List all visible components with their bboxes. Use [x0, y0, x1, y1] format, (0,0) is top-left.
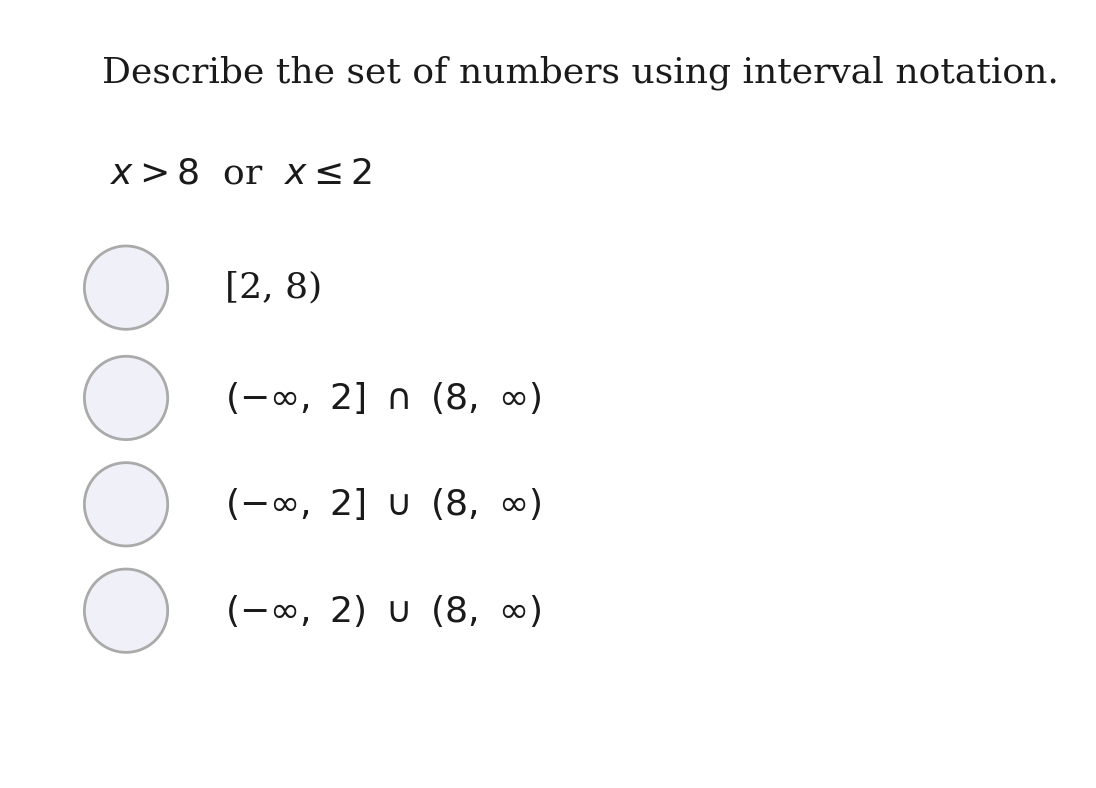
Ellipse shape [84, 356, 168, 440]
Text: $(-\infty,\ 2)\ \cup\ (8,\ \infty)$: $(-\infty,\ 2)\ \cup\ (8,\ \infty)$ [225, 593, 540, 629]
Ellipse shape [84, 246, 168, 329]
Text: [2, 8): [2, 8) [225, 270, 322, 305]
Ellipse shape [84, 463, 168, 546]
Ellipse shape [84, 569, 168, 652]
Text: $(-\infty,\ 2]\ \cup\ (8,\ \infty)$: $(-\infty,\ 2]\ \cup\ (8,\ \infty)$ [225, 486, 540, 522]
Text: Describe the set of numbers using interval notation.: Describe the set of numbers using interv… [102, 55, 1060, 90]
Text: $(-\infty,\ 2]\ \cap\ (8,\ \infty)$: $(-\infty,\ 2]\ \cap\ (8,\ \infty)$ [225, 380, 540, 416]
Text: $x > 8$  or  $x \leq 2$: $x > 8$ or $x \leq 2$ [110, 156, 372, 191]
